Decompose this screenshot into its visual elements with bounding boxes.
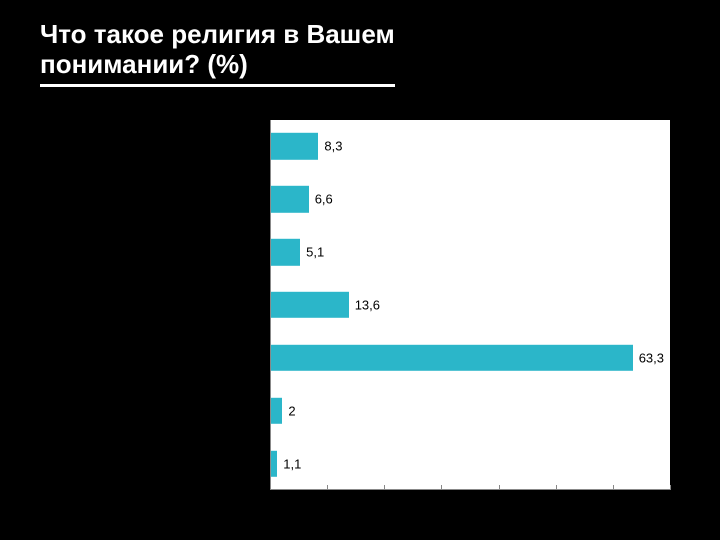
chart-row: Вера в себя8,3 — [270, 120, 670, 173]
value-label: 5,1 — [306, 245, 324, 260]
slide-title: Что такое религия в Вашем понимании? (%) — [40, 20, 395, 87]
bar — [271, 450, 277, 476]
category-label: Вера в Высший разум (природы) — [72, 184, 262, 214]
category-label: Опиум для мозга — [72, 403, 262, 418]
slide: { "title": { "text": "Что такое религия … — [0, 0, 720, 540]
chart-row: Опиум для мозга2 — [270, 384, 670, 437]
value-label: 2 — [288, 403, 295, 418]
category-label: Вера в различных Богов — [72, 298, 262, 313]
chart-row: Вера в различных Богов13,6 — [270, 279, 670, 332]
category-label: Вера в себя — [72, 139, 262, 154]
bar — [271, 186, 309, 212]
chart-row: Вера в сверхъестественные силы5,1 — [270, 226, 670, 279]
bar — [271, 345, 633, 371]
x-tick — [670, 485, 671, 490]
value-label: 8,3 — [324, 139, 342, 154]
value-label: 13,6 — [355, 297, 380, 312]
bar-chart: Вера в себя8,3Вера в Высший разум (приро… — [270, 120, 670, 490]
value-label: 6,6 — [315, 192, 333, 207]
bar — [271, 397, 282, 423]
value-label: 1,1 — [283, 456, 301, 471]
category-label: Вера в сверхъестественные силы — [72, 237, 262, 267]
chart-row: Вера в Высший разум (природы)6,6 — [270, 173, 670, 226]
bar — [271, 239, 300, 265]
category-label: Затрудняюсь ответить — [72, 456, 262, 471]
bar — [271, 292, 349, 318]
chart-row: Затрудняюсь ответить1,1 — [270, 437, 670, 490]
bar — [271, 133, 318, 159]
category-label: Вера в Единого Бога — [72, 350, 262, 365]
value-label: 63,3 — [639, 350, 664, 365]
chart-row: Вера в Единого Бога63,3 — [270, 331, 670, 384]
